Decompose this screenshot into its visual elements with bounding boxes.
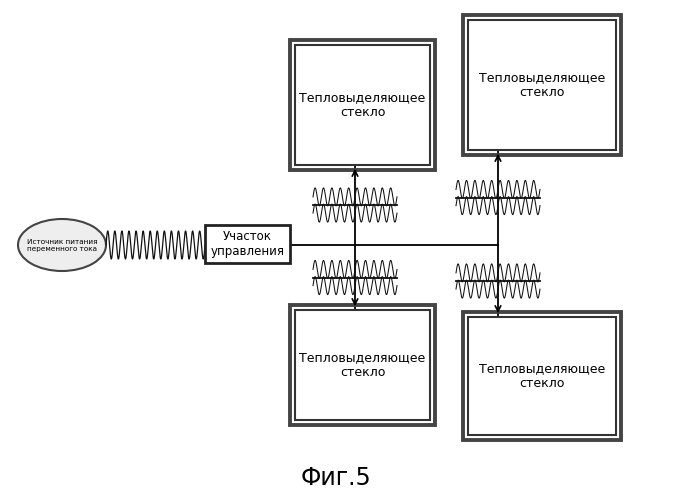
Text: Участок
управления: Участок управления	[211, 230, 285, 258]
FancyBboxPatch shape	[295, 310, 430, 420]
FancyBboxPatch shape	[468, 20, 616, 150]
Text: Фиг.5: Фиг.5	[301, 466, 371, 490]
FancyBboxPatch shape	[468, 317, 616, 435]
Text: Тепловыделяющее
стекло: Тепловыделяющее стекло	[299, 351, 425, 379]
Text: Источник питания
переменного тока: Источник питания переменного тока	[27, 238, 98, 252]
Text: Тепловыделяющее
стекло: Тепловыделяющее стекло	[299, 91, 425, 119]
Text: Тепловыделяющее
стекло: Тепловыделяющее стекло	[479, 71, 605, 99]
Text: Тепловыделяющее
стекло: Тепловыделяющее стекло	[479, 362, 605, 390]
Ellipse shape	[18, 219, 106, 271]
FancyBboxPatch shape	[205, 225, 290, 263]
FancyBboxPatch shape	[295, 45, 430, 165]
